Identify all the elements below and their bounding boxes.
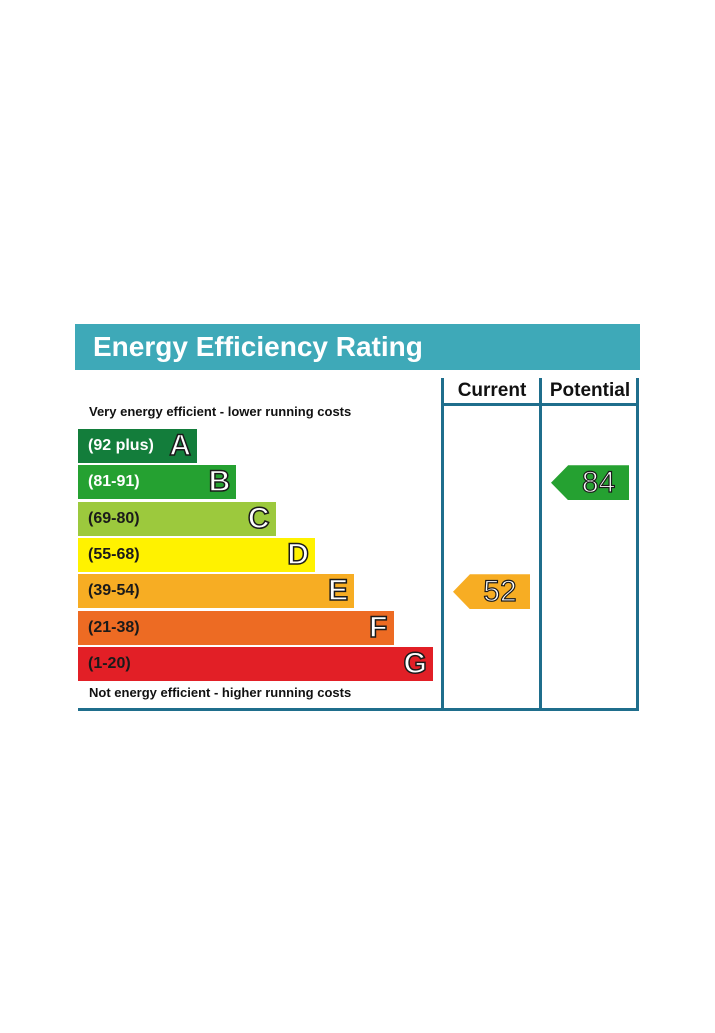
band-range-label: (81-91) xyxy=(88,473,140,491)
band-letter: G xyxy=(403,646,428,681)
potential-arrow-shape xyxy=(551,465,629,501)
divider-middle xyxy=(539,378,542,711)
band-d: (55-68) D xyxy=(78,537,315,572)
band-c: (69-80) C xyxy=(78,501,276,536)
current-rating-arrow: 52 xyxy=(453,574,530,610)
band-range-label: (69-80) xyxy=(88,509,140,527)
chart-title: Energy Efficiency Rating xyxy=(93,331,423,362)
current-rating-value: 52 xyxy=(483,575,518,609)
top-caption: Very energy efficient - lower running co… xyxy=(89,404,352,419)
bottom-caption: Not energy efficient - higher running co… xyxy=(89,685,352,700)
band-b: (81-91) B xyxy=(78,465,237,500)
band-e: (39-54) E xyxy=(78,573,355,609)
current-arrow-shape xyxy=(453,574,530,610)
potential-rating-arrow: 84 xyxy=(551,465,629,501)
band-a: (92 plus) A xyxy=(78,428,197,463)
band-range-label: (1-20) xyxy=(88,654,131,672)
band-range-label: (39-54) xyxy=(88,582,140,600)
band-letter: C xyxy=(247,501,270,536)
current-column-header: Current xyxy=(457,380,527,401)
bottom-rule xyxy=(78,708,639,711)
band-g: (1-20) G xyxy=(78,646,433,681)
header-rule xyxy=(441,403,639,406)
band-range-label: (21-38) xyxy=(88,618,140,636)
band-f: (21-38) F xyxy=(78,610,394,645)
potential-column-header: Potential xyxy=(549,380,631,401)
band-letter: A xyxy=(169,428,192,463)
band-letter: D xyxy=(286,537,309,572)
band-range-label: (92 plus) xyxy=(88,437,154,454)
band-range-label: (55-68) xyxy=(88,545,140,563)
band-letter: B xyxy=(208,465,231,500)
band-letter: E xyxy=(327,573,349,608)
band-letter: F xyxy=(368,610,388,645)
divider-left xyxy=(441,378,444,711)
title-bar: Energy Efficiency Rating xyxy=(75,324,640,370)
potential-rating-value: 84 xyxy=(581,466,616,500)
divider-right xyxy=(636,378,639,711)
